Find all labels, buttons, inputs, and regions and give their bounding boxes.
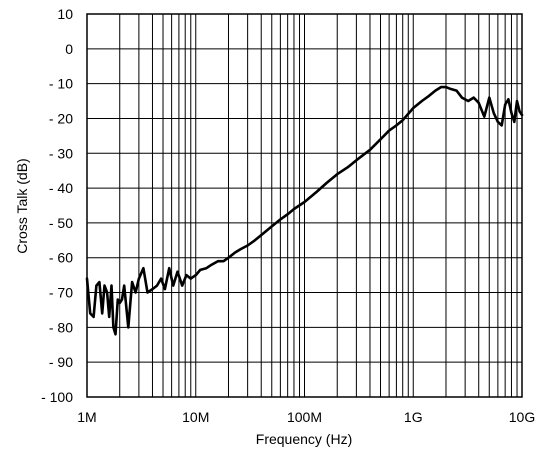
y-tick-label: - 50 — [49, 215, 73, 231]
y-tick-label: - 40 — [49, 180, 73, 196]
y-tick-labels: 10 0 - 10 - 20 - 30 - 40 - 50 - 60 - 70 - 80 - 90 -… — [41, 6, 73, 405]
y-tick-label: - 30 — [49, 145, 73, 161]
y-axis-title: Cross Talk (dB) — [14, 158, 30, 253]
y-tick-label: - 80 — [49, 319, 73, 335]
x-tick-label: 10G — [509, 409, 535, 425]
grid — [86, 13, 523, 398]
y-tick-label: - 60 — [49, 250, 73, 266]
y-tick-label: - 90 — [49, 354, 73, 370]
x-tick-label: 100M — [287, 409, 322, 425]
x-axis-title: Frequency (Hz) — [256, 431, 352, 447]
plot-frame — [86, 13, 523, 398]
series-line — [85, 85, 524, 336]
y-tick-label: - 20 — [49, 110, 73, 126]
y-tick-label: - 70 — [49, 285, 73, 301]
x-tick-labels: 1M 10M 100M 1G 10G — [77, 409, 535, 425]
x-tick-label: 1M — [77, 409, 96, 425]
y-tick-label: - 10 — [49, 76, 73, 92]
y-tick-label: - 100 — [41, 389, 73, 405]
x-tick-label: 10M — [182, 409, 209, 425]
x-tick-label: 1G — [404, 409, 423, 425]
y-tick-label: 10 — [57, 6, 73, 22]
y-tick-label: 0 — [65, 41, 73, 57]
series-group — [85, 85, 524, 336]
